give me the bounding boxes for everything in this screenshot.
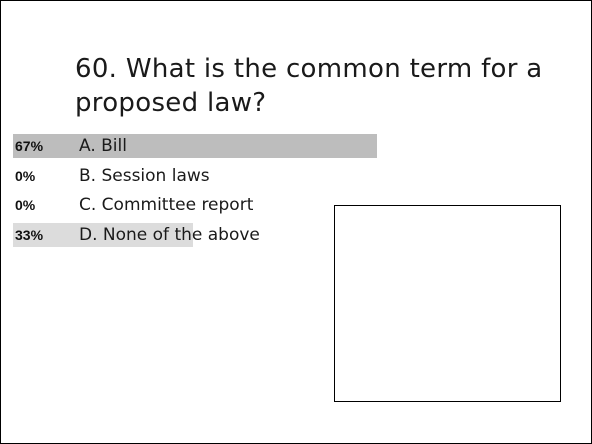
answer-a-result-bar [13, 134, 377, 158]
question-title: 60. What is the common term for a propos… [75, 54, 543, 118]
answer-c-percent: 0% [15, 197, 36, 213]
answer-c-text: C. Committee report [79, 195, 254, 215]
answer-d-percent: 33% [15, 227, 44, 243]
answer-a-percent: 67% [15, 138, 44, 154]
answer-d-text: D. None of the above [79, 225, 260, 245]
answer-row-c: 0% C. Committee report [13, 191, 573, 218]
answer-row-d: 33% D. None of the above [13, 221, 573, 248]
answer-b-percent: 0% [15, 168, 36, 184]
answer-a-text: A. Bill [79, 136, 127, 156]
answer-row-b: 0% B. Session laws [13, 162, 573, 189]
answer-row-a: 67% A. Bill [13, 132, 573, 159]
response-chart-placeholder [334, 205, 561, 402]
answer-d-result-bar [13, 223, 193, 247]
answer-list: 67% A. Bill 0% B. Session laws 0% C. Com… [13, 132, 573, 251]
answer-b-text: B. Session laws [79, 166, 210, 186]
